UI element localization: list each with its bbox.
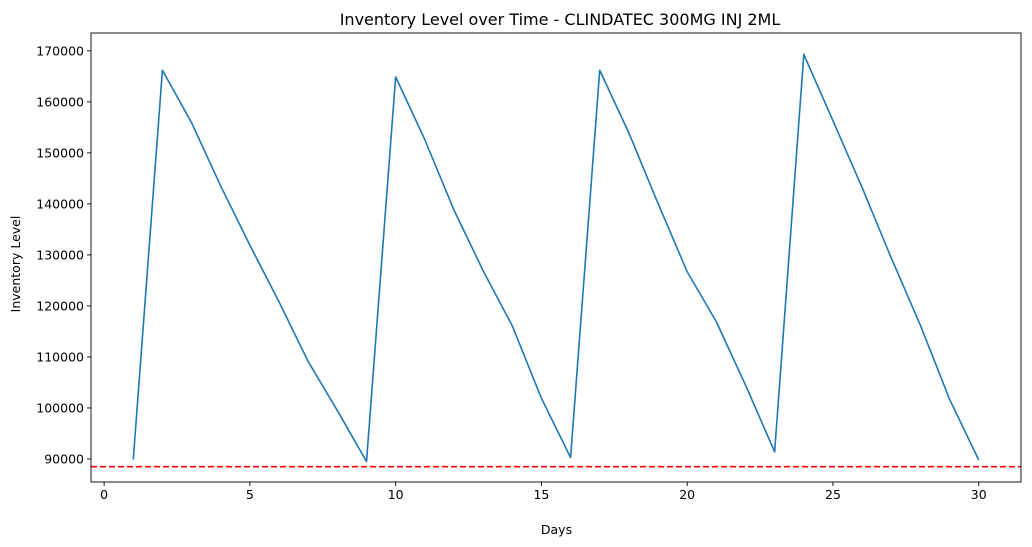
x-tick-label: 0 bbox=[100, 487, 108, 502]
y-tick-label: 140000 bbox=[36, 196, 84, 211]
x-tick-label: 20 bbox=[679, 487, 695, 502]
y-tick-label: 170000 bbox=[36, 43, 84, 58]
x-tick-label: 15 bbox=[533, 487, 549, 502]
plot-area bbox=[91, 53, 1021, 468]
y-axis-label: Inventory Level bbox=[8, 216, 23, 313]
x-axis-label: Days bbox=[541, 522, 572, 537]
y-tick-label: 100000 bbox=[36, 400, 84, 415]
series-line-0 bbox=[132, 53, 980, 463]
y-tick-label: 110000 bbox=[36, 349, 84, 364]
y-tick-label: 130000 bbox=[36, 247, 84, 262]
y-tick-label: 150000 bbox=[36, 145, 84, 160]
x-tick-label: 5 bbox=[246, 487, 254, 502]
y-tick-label: 160000 bbox=[36, 94, 84, 109]
axes: 0 5 10 15 20 25 30 90000 100000 110000 120000 13000… bbox=[36, 32, 1022, 502]
chart-title: Inventory Level over Time - CLINDATEC 30… bbox=[340, 10, 781, 29]
x-tick-label: 25 bbox=[825, 487, 841, 502]
y-tick-label: 120000 bbox=[36, 298, 84, 313]
plot-frame bbox=[90, 32, 1022, 483]
x-tick-label: 10 bbox=[388, 487, 404, 502]
y-tick-label: 90000 bbox=[44, 451, 84, 466]
x-tick-label: 30 bbox=[971, 487, 987, 502]
